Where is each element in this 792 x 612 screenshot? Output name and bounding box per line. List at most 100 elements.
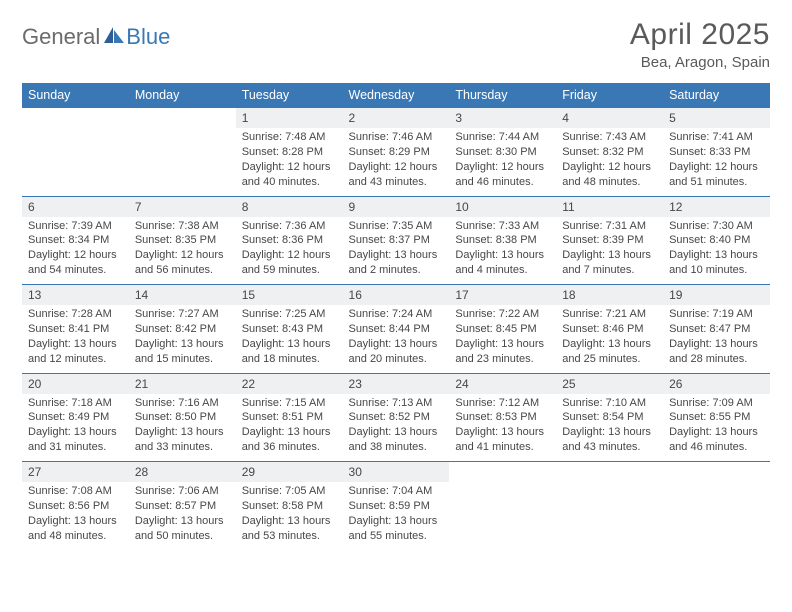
sunset-line: Sunset: 8:53 PM bbox=[455, 410, 550, 425]
day-detail-cell: Sunrise: 7:43 AMSunset: 8:32 PMDaylight:… bbox=[556, 128, 663, 196]
daylight-line: Daylight: 13 hours and 15 minutes. bbox=[135, 337, 230, 367]
sunset-line: Sunset: 8:47 PM bbox=[669, 322, 764, 337]
weekday-header: Saturday bbox=[663, 83, 770, 108]
sunset-line: Sunset: 8:51 PM bbox=[242, 410, 337, 425]
day-detail-row: Sunrise: 7:08 AMSunset: 8:56 PMDaylight:… bbox=[22, 482, 770, 550]
sunset-line: Sunset: 8:52 PM bbox=[349, 410, 444, 425]
sunset-line: Sunset: 8:39 PM bbox=[562, 233, 657, 248]
daylight-line: Daylight: 13 hours and 18 minutes. bbox=[242, 337, 337, 367]
day-number-cell: 23 bbox=[343, 373, 450, 394]
day-number-cell bbox=[22, 108, 129, 129]
day-number-cell: 22 bbox=[236, 373, 343, 394]
sunset-line: Sunset: 8:50 PM bbox=[135, 410, 230, 425]
day-number-cell: 2 bbox=[343, 108, 450, 129]
sunset-line: Sunset: 8:44 PM bbox=[349, 322, 444, 337]
sunset-line: Sunset: 8:32 PM bbox=[562, 145, 657, 160]
day-detail-cell: Sunrise: 7:12 AMSunset: 8:53 PMDaylight:… bbox=[449, 394, 556, 462]
day-number-cell: 26 bbox=[663, 373, 770, 394]
sunrise-line: Sunrise: 7:15 AM bbox=[242, 396, 337, 411]
sunset-line: Sunset: 8:42 PM bbox=[135, 322, 230, 337]
daylight-line: Daylight: 13 hours and 46 minutes. bbox=[669, 425, 764, 455]
daylight-line: Daylight: 13 hours and 28 minutes. bbox=[669, 337, 764, 367]
day-detail-cell: Sunrise: 7:08 AMSunset: 8:56 PMDaylight:… bbox=[22, 482, 129, 550]
sunset-line: Sunset: 8:57 PM bbox=[135, 499, 230, 514]
sunrise-line: Sunrise: 7:41 AM bbox=[669, 130, 764, 145]
day-detail-cell: Sunrise: 7:48 AMSunset: 8:28 PMDaylight:… bbox=[236, 128, 343, 196]
day-number-row: 13141516171819 bbox=[22, 285, 770, 306]
day-detail-row: Sunrise: 7:39 AMSunset: 8:34 PMDaylight:… bbox=[22, 217, 770, 285]
day-detail-row: Sunrise: 7:18 AMSunset: 8:49 PMDaylight:… bbox=[22, 394, 770, 462]
day-number-cell: 17 bbox=[449, 285, 556, 306]
sunrise-line: Sunrise: 7:22 AM bbox=[455, 307, 550, 322]
sunrise-line: Sunrise: 7:30 AM bbox=[669, 219, 764, 234]
day-detail-cell: Sunrise: 7:30 AMSunset: 8:40 PMDaylight:… bbox=[663, 217, 770, 285]
day-number-cell: 25 bbox=[556, 373, 663, 394]
daylight-line: Daylight: 13 hours and 43 minutes. bbox=[562, 425, 657, 455]
day-number-row: 12345 bbox=[22, 108, 770, 129]
day-number-cell: 13 bbox=[22, 285, 129, 306]
daylight-line: Daylight: 12 hours and 43 minutes. bbox=[349, 160, 444, 190]
daylight-line: Daylight: 13 hours and 23 minutes. bbox=[455, 337, 550, 367]
daylight-line: Daylight: 12 hours and 59 minutes. bbox=[242, 248, 337, 278]
daylight-line: Daylight: 13 hours and 50 minutes. bbox=[135, 514, 230, 544]
day-detail-cell: Sunrise: 7:06 AMSunset: 8:57 PMDaylight:… bbox=[129, 482, 236, 550]
day-detail-cell: Sunrise: 7:33 AMSunset: 8:38 PMDaylight:… bbox=[449, 217, 556, 285]
day-number-cell: 6 bbox=[22, 196, 129, 217]
sunset-line: Sunset: 8:38 PM bbox=[455, 233, 550, 248]
day-number-cell bbox=[663, 462, 770, 483]
logo-text-general: General bbox=[22, 24, 100, 50]
day-detail-cell: Sunrise: 7:19 AMSunset: 8:47 PMDaylight:… bbox=[663, 305, 770, 373]
day-detail-row: Sunrise: 7:48 AMSunset: 8:28 PM Daylight:… bbox=[22, 128, 770, 196]
daylight-line: Daylight: 13 hours and 10 minutes. bbox=[669, 248, 764, 278]
weekday-header: Monday bbox=[129, 83, 236, 108]
sunrise-line: Sunrise: 7:48 AM bbox=[242, 130, 337, 145]
day-number-cell: 27 bbox=[22, 462, 129, 483]
day-detail-cell: Sunrise: 7:18 AMSunset: 8:49 PMDaylight:… bbox=[22, 394, 129, 462]
weekday-header: Thursday bbox=[449, 83, 556, 108]
sunrise-line: Sunrise: 7:35 AM bbox=[349, 219, 444, 234]
day-detail-cell: Sunrise: 7:05 AMSunset: 8:58 PMDaylight:… bbox=[236, 482, 343, 550]
sunset-line: Sunset: 8:37 PM bbox=[349, 233, 444, 248]
day-number-cell: 11 bbox=[556, 196, 663, 217]
day-number-cell: 9 bbox=[343, 196, 450, 217]
daylight-line: Daylight: 13 hours and 12 minutes. bbox=[28, 337, 123, 367]
day-detail-cell bbox=[556, 482, 663, 550]
day-number-cell: 21 bbox=[129, 373, 236, 394]
daylight-line: Daylight: 13 hours and 36 minutes. bbox=[242, 425, 337, 455]
sunset-line: Sunset: 8:33 PM bbox=[669, 145, 764, 160]
daylight-line: Daylight: 12 hours and 51 minutes. bbox=[669, 160, 764, 190]
day-detail-cell: Sunrise: 7:31 AMSunset: 8:39 PMDaylight:… bbox=[556, 217, 663, 285]
daylight-line: Daylight: 13 hours and 7 minutes. bbox=[562, 248, 657, 278]
day-detail-cell: Sunrise: 7:13 AMSunset: 8:52 PMDaylight:… bbox=[343, 394, 450, 462]
daylight-line: Daylight: 13 hours and 4 minutes. bbox=[455, 248, 550, 278]
sunrise-line: Sunrise: 7:09 AM bbox=[669, 396, 764, 411]
day-number-cell: 18 bbox=[556, 285, 663, 306]
sunset-line: Sunset: 8:59 PM bbox=[349, 499, 444, 514]
sunrise-line: Sunrise: 7:27 AM bbox=[135, 307, 230, 322]
sunrise-line: Sunrise: 7:39 AM bbox=[28, 219, 123, 234]
daylight-line: Daylight: 12 hours and 54 minutes. bbox=[28, 248, 123, 278]
sunset-line: Sunset: 8:28 PM bbox=[242, 145, 337, 160]
sunset-line: Sunset: 8:29 PM bbox=[349, 145, 444, 160]
weekday-header: Friday bbox=[556, 83, 663, 108]
day-detail-cell: Sunrise: 7:41 AMSunset: 8:33 PMDaylight:… bbox=[663, 128, 770, 196]
weekday-header: Sunday bbox=[22, 83, 129, 108]
day-number-cell: 7 bbox=[129, 196, 236, 217]
weekday-header: Tuesday bbox=[236, 83, 343, 108]
daylight-line: Daylight: 12 hours and 56 minutes. bbox=[135, 248, 230, 278]
day-number-cell: 19 bbox=[663, 285, 770, 306]
daylight-line: Daylight: 12 hours and 46 minutes. bbox=[455, 160, 550, 190]
day-number-cell: 5 bbox=[663, 108, 770, 129]
sunset-line: Sunset: 8:56 PM bbox=[28, 499, 123, 514]
sunrise-line: Sunrise: 7:06 AM bbox=[135, 484, 230, 499]
sunset-line: Sunset: 8:36 PM bbox=[242, 233, 337, 248]
day-detail-cell: Sunrise: 7:15 AMSunset: 8:51 PMDaylight:… bbox=[236, 394, 343, 462]
month-title: April 2025 bbox=[630, 18, 770, 52]
daylight-line: Daylight: 13 hours and 25 minutes. bbox=[562, 337, 657, 367]
sunrise-line: Sunrise: 7:28 AM bbox=[28, 307, 123, 322]
day-number-cell: 14 bbox=[129, 285, 236, 306]
daylight-line: Daylight: 13 hours and 2 minutes. bbox=[349, 248, 444, 278]
title-block: April 2025 Bea, Aragon, Spain bbox=[630, 18, 770, 71]
day-detail-cell bbox=[22, 128, 129, 196]
sunrise-line: Sunrise: 7:18 AM bbox=[28, 396, 123, 411]
